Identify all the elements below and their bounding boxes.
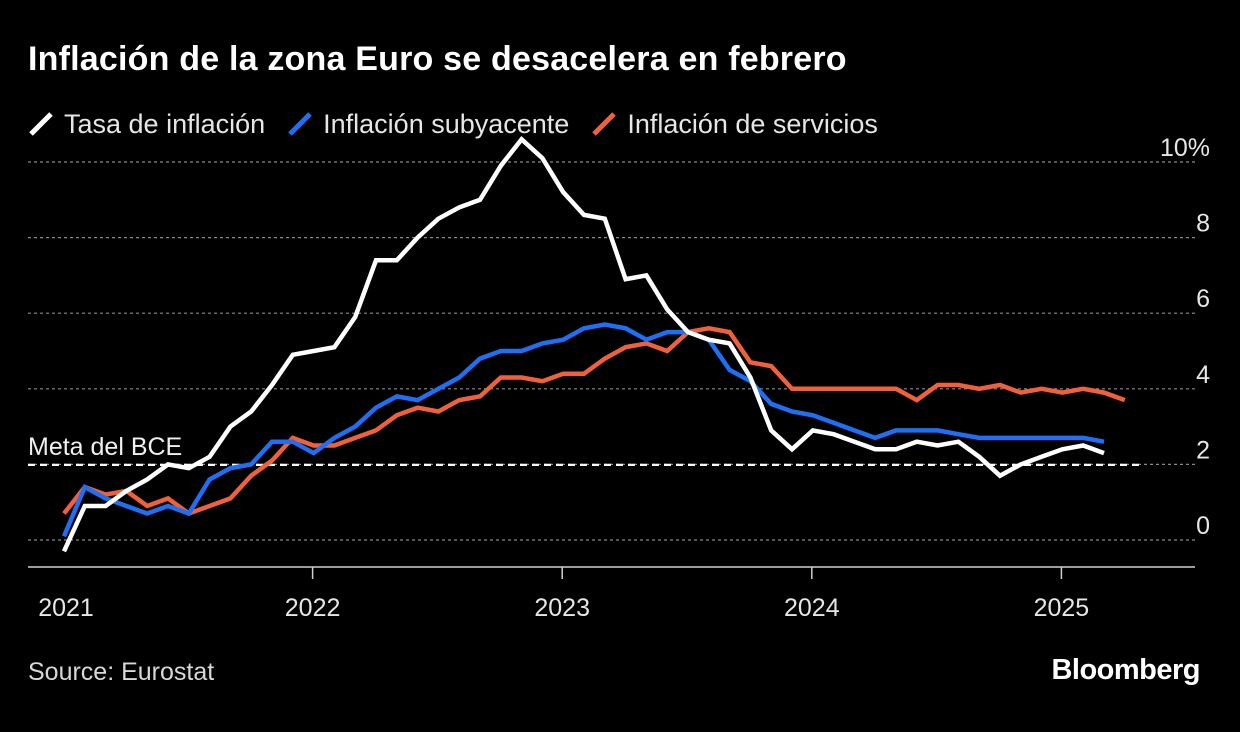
y-tick-label-10: 10% <box>1160 134 1210 162</box>
legend-label-core: Inflación subyacente <box>323 108 570 139</box>
legend-swatch-core-icon <box>288 112 312 136</box>
x-tick-label-2021: 2021 <box>38 594 94 622</box>
ecb-target-label: Meta del BCE <box>28 433 182 461</box>
legend-label-headline: Tasa de inflación <box>64 108 266 139</box>
x-tick-label-2023: 2023 <box>534 594 590 622</box>
chart-legend: Tasa de inflación Inflación subyacente I… <box>28 106 900 142</box>
legend-item-services: Inflación de servicios <box>591 109 878 140</box>
x-tick-label-2024: 2024 <box>784 594 840 622</box>
series-line-headline <box>61 136 1105 553</box>
y-tick-label-0: 0 <box>1196 512 1210 540</box>
y-tick-label-2: 2 <box>1196 436 1210 464</box>
y-tick-label-8: 8 <box>1196 210 1210 238</box>
source-note: Source: Eurostat <box>28 658 215 686</box>
y-tick-label-6: 6 <box>1196 285 1210 313</box>
bloomberg-logo: Bloomberg <box>1051 654 1200 686</box>
legend-label-services: Inflación de servicios <box>627 108 878 139</box>
y-tick-label-4: 4 <box>1196 361 1210 389</box>
legend-item-core: Inflación subyacente <box>287 109 569 140</box>
chart-title: Inflación de la zona Euro se desacelera … <box>28 40 847 78</box>
legend-swatch-services-icon <box>592 112 617 136</box>
series-line-core <box>61 322 1105 538</box>
legend-swatch-headline-icon <box>29 112 53 136</box>
x-tick-label-2025: 2025 <box>1034 594 1090 622</box>
legend-item-headline: Tasa de inflación <box>28 109 265 140</box>
series-line-services <box>62 326 1126 517</box>
x-tick-label-2022: 2022 <box>285 594 341 622</box>
